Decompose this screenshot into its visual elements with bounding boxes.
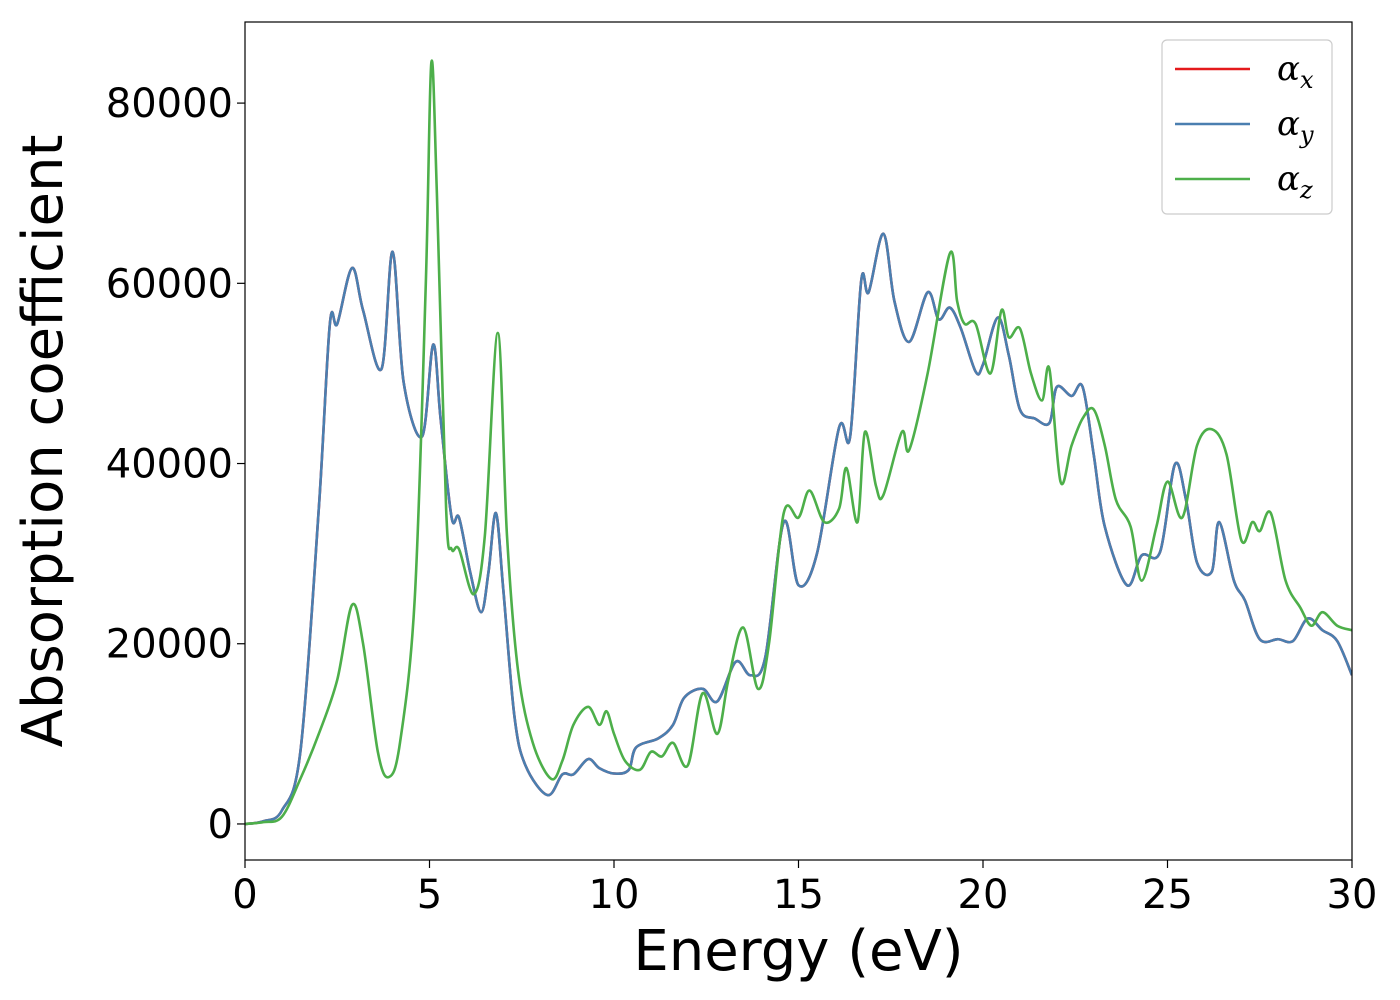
y-tick-label: 40000 — [106, 442, 233, 488]
x-tick-label: 30 — [1327, 872, 1378, 918]
x-axis-title: Energy (eV) — [633, 919, 963, 984]
x-tick-label: 20 — [958, 872, 1009, 918]
x-axis-ticks: 0 5 10 15 20 25 30 — [232, 860, 1377, 918]
legend-label-x: αx — [1277, 49, 1314, 94]
x-tick-label: 15 — [773, 872, 824, 918]
x-tick-label: 5 — [417, 872, 442, 918]
x-tick-label: 10 — [589, 872, 640, 918]
y-tick-label: 0 — [208, 802, 233, 848]
series-layer — [245, 59, 1352, 826]
x-tick-label: 25 — [1142, 872, 1193, 918]
legend-box — [1161, 39, 1333, 215]
series-line-z — [245, 59, 1352, 826]
x-tick-label: 0 — [232, 872, 257, 918]
series-line-x — [245, 232, 1352, 826]
legend-label-y: αy — [1277, 104, 1314, 149]
series-line-y — [245, 232, 1352, 826]
y-axis-ticks: 0 20000 40000 60000 80000 — [106, 81, 245, 848]
y-axis-title: Absorption coefficient — [11, 135, 76, 748]
y-tick-label: 80000 — [106, 81, 233, 127]
y-tick-label: 60000 — [106, 261, 233, 307]
y-tick-label: 20000 — [106, 622, 233, 668]
